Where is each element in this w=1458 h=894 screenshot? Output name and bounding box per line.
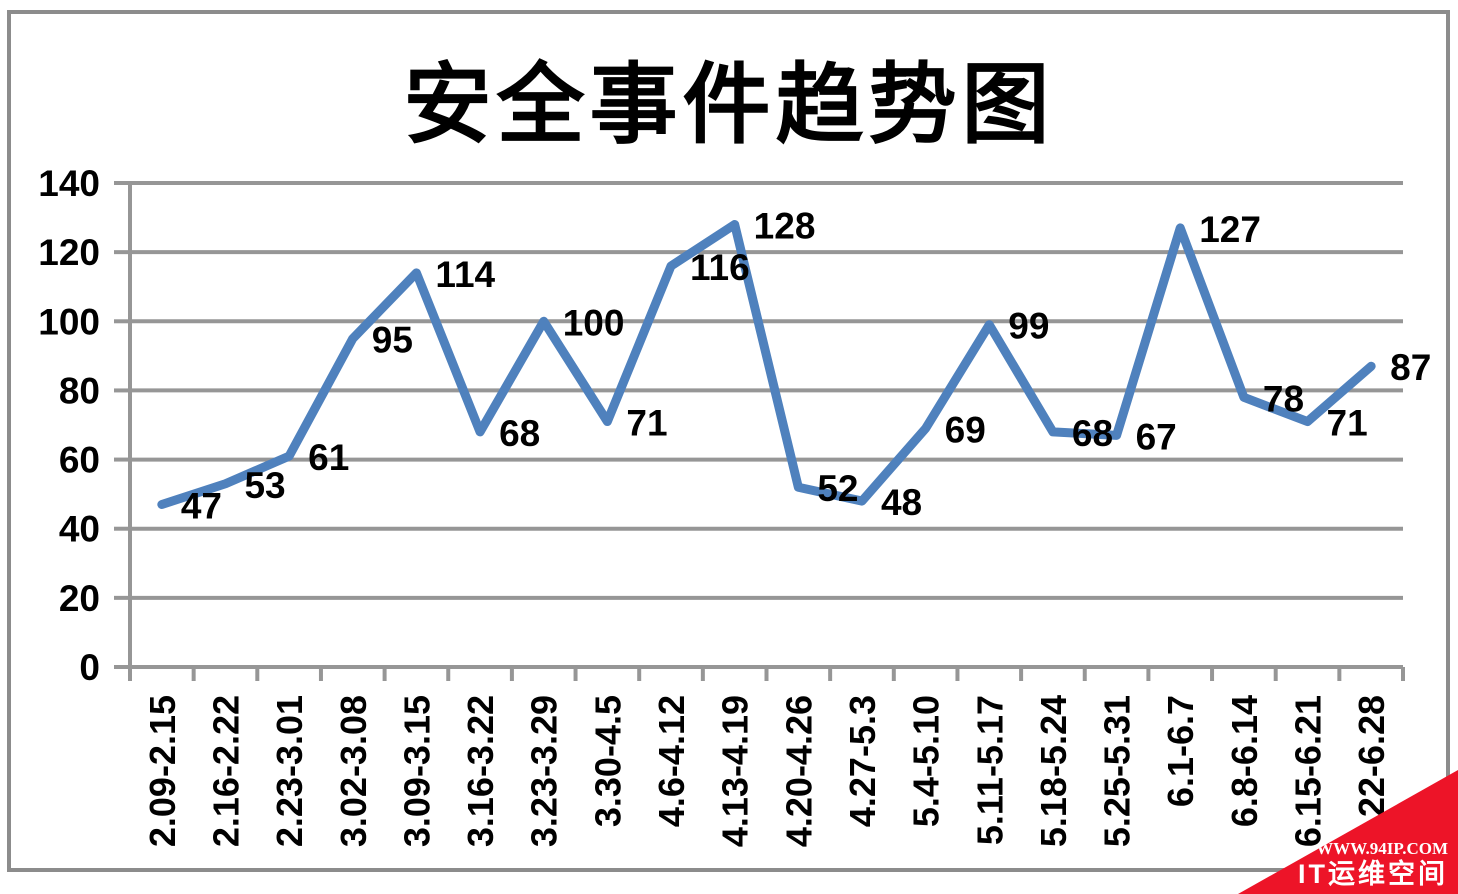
x-tick-label: 2.16-2.22 bbox=[205, 695, 246, 847]
data-label: 116 bbox=[690, 247, 750, 288]
x-tick-label: 3.16-3.22 bbox=[460, 695, 501, 847]
x-tick-label: 5.4-5.10 bbox=[906, 695, 947, 827]
chart-title: 安全事件趋势图 bbox=[403, 58, 1055, 155]
x-tick-label: 6.8-6.14 bbox=[1224, 695, 1265, 827]
x-tick-label: 3.02-3.08 bbox=[333, 695, 374, 847]
x-tick-label: 2.09-2.15 bbox=[142, 695, 183, 847]
x-tick-label: 4.6-4.12 bbox=[651, 695, 692, 827]
x-tick-label: 5.11-5.17 bbox=[969, 695, 1010, 845]
y-tick-label: 140 bbox=[38, 163, 100, 204]
x-tick-label: 4.13-4.19 bbox=[715, 695, 756, 847]
data-label: 68 bbox=[1072, 413, 1113, 454]
data-label: 71 bbox=[626, 403, 667, 444]
x-tick-label: 5.25-5.31 bbox=[1097, 695, 1138, 847]
data-label: 69 bbox=[945, 409, 986, 450]
data-label: 87 bbox=[1390, 347, 1431, 388]
x-tick-label: 22-6.28 bbox=[1351, 695, 1392, 817]
data-label: 68 bbox=[499, 413, 540, 454]
y-tick-label: 0 bbox=[79, 647, 100, 688]
data-label: 99 bbox=[1008, 306, 1049, 347]
data-label: 127 bbox=[1199, 209, 1261, 250]
y-tick-label: 60 bbox=[59, 440, 100, 481]
trend-line bbox=[157, 219, 1376, 510]
x-tick-label: 5.18-5.24 bbox=[1033, 695, 1074, 847]
y-tick-label: 20 bbox=[59, 578, 100, 619]
x-tick-label: 3.09-3.15 bbox=[396, 695, 437, 847]
y-tick-label: 120 bbox=[38, 232, 100, 273]
x-tick-label: 4.20-4.26 bbox=[778, 695, 819, 847]
data-label: 53 bbox=[244, 465, 285, 506]
x-tick-label: 3.30-4.5 bbox=[587, 695, 628, 827]
data-label: 95 bbox=[372, 320, 413, 361]
data-label: 114 bbox=[435, 254, 495, 295]
y-tick-label: 40 bbox=[59, 509, 100, 550]
data-label: 71 bbox=[1327, 403, 1368, 444]
watermark-url-text: WWW.94IP.COM bbox=[1316, 838, 1448, 858]
data-label: 52 bbox=[817, 468, 858, 509]
watermark-brand-text: IT运维空间 bbox=[1298, 858, 1448, 889]
y-tick-label: 100 bbox=[38, 301, 100, 342]
data-label: 67 bbox=[1136, 416, 1177, 457]
data-label: 48 bbox=[881, 482, 922, 523]
data-label: 100 bbox=[563, 302, 625, 343]
y-tick-label: 80 bbox=[59, 370, 100, 411]
x-tick-label: 6.1-6.7 bbox=[1160, 695, 1201, 807]
data-label: 128 bbox=[754, 205, 816, 246]
data-label: 47 bbox=[181, 486, 222, 527]
x-tick-label: 6.15-6.21 bbox=[1288, 695, 1329, 847]
data-label: 78 bbox=[1263, 378, 1304, 419]
x-tick-label: 4.27-5.3 bbox=[842, 695, 883, 827]
data-label: 61 bbox=[308, 437, 349, 478]
x-tick-label: 2.23-3.01 bbox=[269, 695, 310, 847]
chart-border-frame bbox=[7, 10, 1450, 872]
x-tick-label: 3.23-3.29 bbox=[524, 695, 565, 847]
